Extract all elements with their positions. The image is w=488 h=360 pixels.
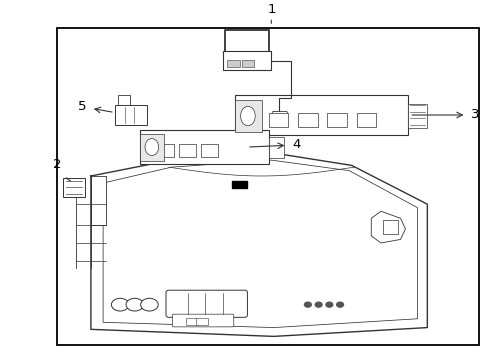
Polygon shape <box>185 318 198 325</box>
Circle shape <box>336 302 343 307</box>
Polygon shape <box>407 104 427 129</box>
Text: 4: 4 <box>292 139 300 152</box>
Bar <box>57 28 478 345</box>
Polygon shape <box>178 144 195 157</box>
Text: 5: 5 <box>78 100 86 113</box>
Polygon shape <box>234 95 407 135</box>
Polygon shape <box>195 318 207 325</box>
Circle shape <box>141 298 158 311</box>
Polygon shape <box>222 51 271 70</box>
Polygon shape <box>63 178 85 197</box>
Polygon shape <box>200 144 217 157</box>
Polygon shape <box>118 95 130 105</box>
FancyBboxPatch shape <box>272 112 287 122</box>
Text: 1: 1 <box>266 3 275 15</box>
Polygon shape <box>234 100 261 132</box>
Polygon shape <box>232 181 246 188</box>
Circle shape <box>111 298 129 311</box>
Polygon shape <box>298 113 317 127</box>
FancyBboxPatch shape <box>172 314 233 327</box>
Polygon shape <box>327 113 346 127</box>
Polygon shape <box>383 220 397 234</box>
Polygon shape <box>91 176 105 225</box>
Text: 2: 2 <box>52 158 61 171</box>
Circle shape <box>304 302 311 307</box>
Polygon shape <box>356 113 375 127</box>
Polygon shape <box>140 134 163 161</box>
Polygon shape <box>268 113 288 127</box>
Circle shape <box>315 302 322 307</box>
Polygon shape <box>227 60 239 67</box>
Ellipse shape <box>240 106 255 126</box>
Polygon shape <box>157 144 173 157</box>
Text: 3: 3 <box>470 108 479 121</box>
Polygon shape <box>91 153 427 336</box>
Polygon shape <box>242 60 254 67</box>
FancyBboxPatch shape <box>165 290 247 318</box>
Circle shape <box>126 298 143 311</box>
Polygon shape <box>370 211 405 243</box>
Polygon shape <box>268 137 283 158</box>
Circle shape <box>325 302 332 307</box>
Polygon shape <box>115 105 147 125</box>
Polygon shape <box>140 130 268 164</box>
Ellipse shape <box>145 139 158 156</box>
